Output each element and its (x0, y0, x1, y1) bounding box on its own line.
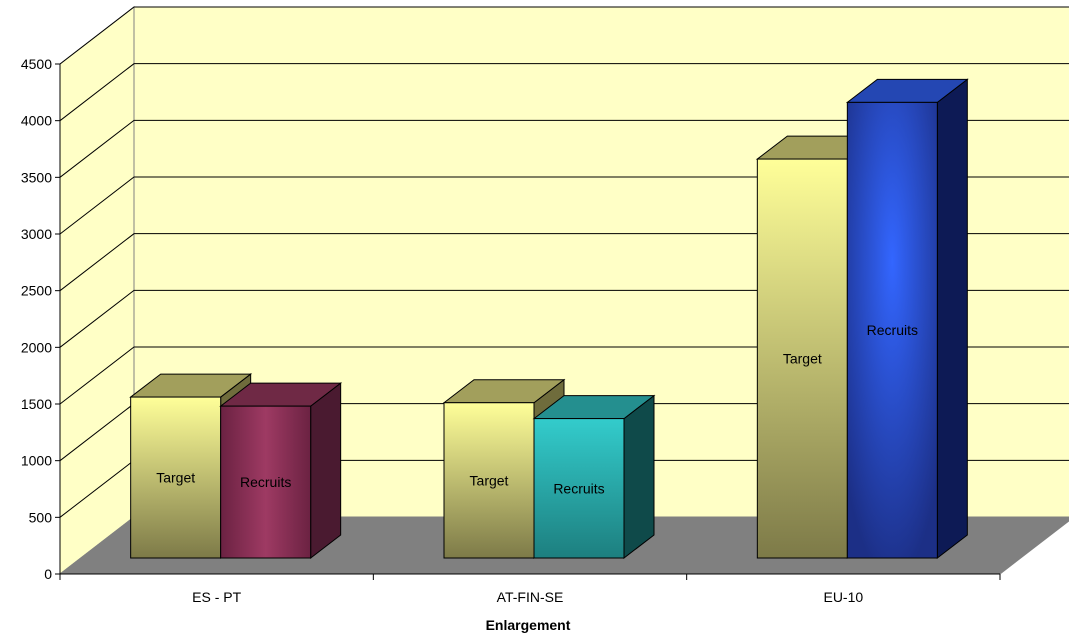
data-label: Target (156, 470, 195, 486)
bars: Target Recruits Target Recruits Target Recrui… (129, 78, 969, 560)
data-label: Recruits (240, 474, 291, 490)
y-tick-label: 4000 (21, 113, 52, 129)
gridline (59, 63, 1069, 122)
y-tick-label: 1000 (21, 453, 52, 469)
y-tick-label: 500 (29, 509, 53, 525)
x-tick-label: EU-10 (823, 589, 863, 605)
gridline (59, 119, 1069, 178)
tick-labels: 0 500 1000 1500 2000 2500 3000 3500 4000 4500 ES -… (21, 56, 864, 605)
y-tick-label: 3000 (21, 226, 52, 242)
recruits-bar-front (533, 418, 625, 559)
recruits-bar-side (623, 394, 655, 560)
y-tick-label: 2500 (21, 283, 52, 299)
y-tick-label: 3500 (21, 169, 52, 185)
y-tick-label: 0 (44, 566, 52, 582)
recruits-bar: Recruits (219, 382, 343, 560)
recruits-bar-side (936, 78, 968, 560)
recruits-bar: Recruits (532, 394, 656, 560)
x-axis-title: Enlargement (486, 617, 571, 633)
y-tick-label: 2000 (21, 339, 52, 355)
data-label: Recruits (553, 480, 604, 496)
data-label: Recruits (867, 322, 918, 338)
target-bar-front (130, 396, 222, 559)
gridline (59, 6, 1069, 65)
axes (55, 63, 1001, 580)
recruits-bar-front (846, 101, 938, 559)
y-tick-label: 4500 (21, 56, 52, 72)
data-label: Target (470, 472, 509, 488)
recruits-bar: Recruits (845, 78, 969, 560)
data-label: Target (783, 351, 822, 367)
x-tick-label: ES - PT (192, 589, 241, 605)
target-bar-front (756, 158, 848, 559)
recruits-bar-side (310, 382, 342, 560)
target-bar-front (443, 402, 535, 559)
y-tick-label: 1500 (21, 396, 52, 412)
recruits-bar-front (220, 405, 312, 559)
x-tick-label: AT-FIN-SE (497, 589, 564, 605)
